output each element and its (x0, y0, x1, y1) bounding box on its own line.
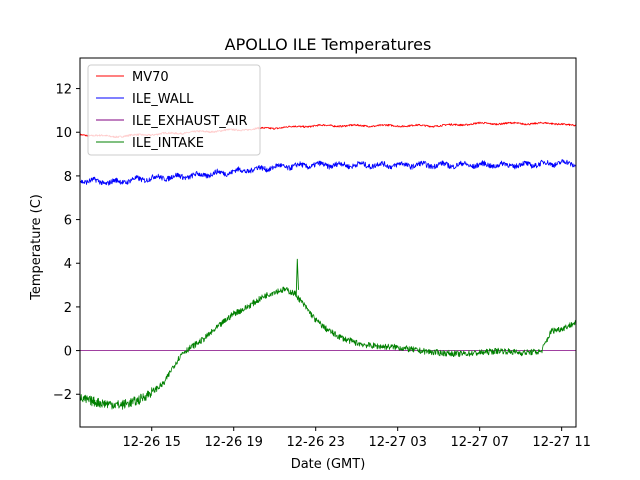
x-axis-ticks: 12-26 15 12-26 19 12-26 23 12-27 03 12-27 07… (123, 427, 591, 450)
y-tick-label: 10 (55, 126, 72, 141)
x-axis-label: Date (GMT) (291, 457, 366, 472)
y-tick-label: 4 (64, 257, 72, 272)
y-tick-label: 12 (55, 83, 72, 98)
x-tick-label: 12-27 03 (368, 435, 426, 450)
legend-label-ile-exhaust-air: ILE_EXHAUST_AIR (132, 114, 248, 129)
y-axis-ticks: −2 0 2 4 6 8 10 12 (53, 83, 80, 403)
y-tick-label: 2 (64, 301, 72, 316)
x-tick-label: 12-27 07 (450, 435, 508, 450)
legend-box (87, 64, 261, 156)
y-axis-label: Temperature (C) (29, 194, 44, 301)
legend-label-mv70: MV70 (132, 70, 169, 85)
legend-label-ile-wall: ILE_WALL (132, 92, 194, 107)
plot-frame (79, 57, 577, 428)
x-tick-label: 12-26 19 (204, 435, 262, 450)
y-tick-label: 0 (64, 345, 72, 360)
y-tick-label: 6 (64, 214, 72, 229)
x-tick-label: 12-26 23 (286, 435, 344, 450)
series-spike (295, 258, 299, 297)
y-tick-label: 8 (64, 170, 72, 185)
y-tick-label: −2 (53, 388, 72, 403)
x-tick-label: 12-27 11 (532, 435, 590, 450)
legend-label-ile-intake: ILE_INTAKE (132, 136, 204, 151)
legend: MV70 ILE_WALL ILE_EXHAUST_AIR ILE_INTAKE (87, 64, 261, 156)
series-line-ile-wall (80, 159, 576, 186)
series-line-ile-intake (80, 286, 576, 410)
chart-title: APOLLO ILE Temperatures (225, 35, 432, 54)
x-tick-label: 12-26 15 (123, 435, 181, 450)
